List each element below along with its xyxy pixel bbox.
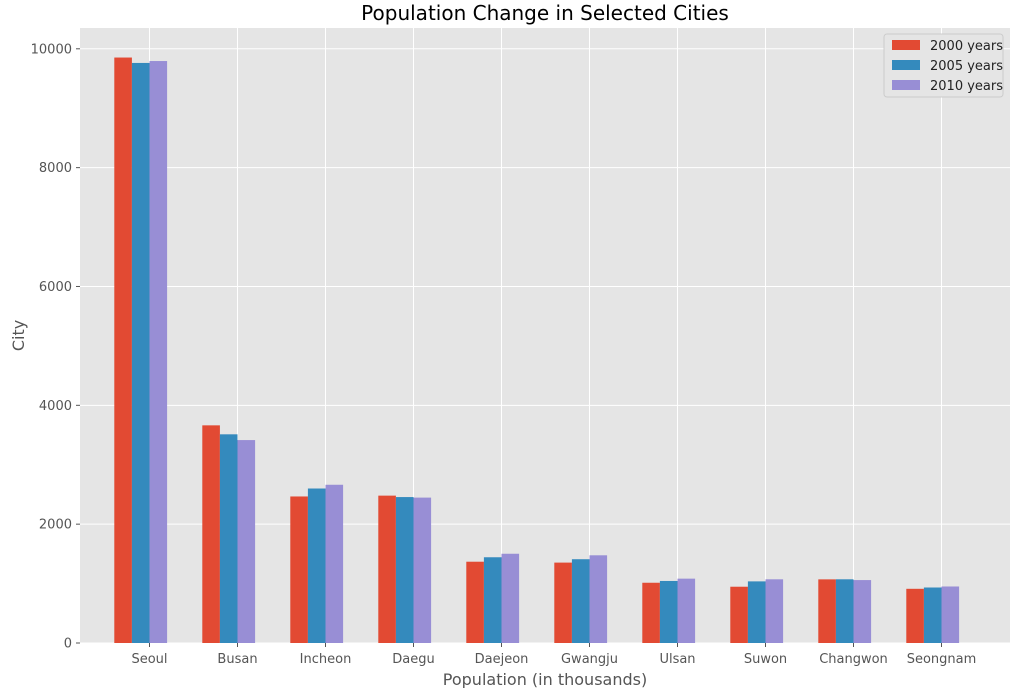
x-tick-label-daegu: Daegu [392,652,434,667]
x-tick-label-busan: Busan [217,652,257,667]
x-tick-label-gwangju: Gwangju [561,652,618,667]
legend-swatch-2010 [892,80,920,90]
y-tick-label: 10000 [31,42,72,57]
bar-changwon-2000 [818,579,836,643]
bars [114,57,960,644]
x-tick-label-incheon: Incheon [300,652,352,667]
bar-seongnam-2010 [941,586,960,643]
y-tick-label: 4000 [39,399,72,414]
bar-daegu-2000 [378,495,396,643]
x-tick-label-daejeon: Daejeon [475,652,529,667]
y-tick-label: 6000 [39,280,72,295]
y-tick-labels: 0 2000 4000 6000 8000 10000 [31,42,80,652]
legend-label-2000: 2000 years [930,39,1003,54]
y-tick-label: 2000 [39,518,72,533]
x-tick-label-suwon: Suwon [744,652,787,667]
bar-incheon-2005 [307,488,326,643]
bar-gwangju-2005 [571,559,590,643]
x-tick-label-changwon: Changwon [819,652,888,667]
legend-label-2010: 2010 years [930,79,1003,94]
bar-seoul-2010 [149,61,168,644]
bar-busan-2005 [219,434,238,643]
bar-gwangju-2010 [589,555,608,643]
x-tick-labels: Seoul Busan Incheon Daegu Daejeon Gwangju Ulsa… [131,643,976,667]
bar-suwon-2010 [765,579,784,643]
bar-ulsan-2000 [642,582,660,643]
bar-changwon-2005 [835,579,854,643]
bar-daejeon-2000 [466,561,484,643]
bar-suwon-2000 [730,586,748,643]
bar-daegu-2005 [395,497,414,643]
bar-suwon-2005 [747,581,766,643]
legend: 2000 years 2005 years 2010 years [883,33,1004,98]
bar-ulsan-2005 [659,580,678,643]
bar-ulsan-2010 [677,578,696,643]
bar-changwon-2010 [853,580,872,643]
x-tick-label-seoul: Seoul [131,652,167,667]
legend-label-2005: 2005 years [930,59,1003,74]
bar-daejeon-2010 [501,553,520,643]
y-tick-label: 8000 [39,161,72,176]
chart-title: Population Change in Selected Cities [361,1,729,25]
y-tick-label: 0 [64,637,72,652]
y-axis-label: City [9,320,28,351]
bar-gwangju-2000 [554,562,572,643]
x-tick-label-ulsan: Ulsan [659,652,695,667]
bar-busan-2000 [202,425,220,643]
x-axis-label: Population (in thousands) [443,670,647,688]
bar-daegu-2010 [413,497,432,643]
legend-swatch-2000 [892,40,920,50]
bar-seongnam-2005 [923,587,942,643]
bar-daejeon-2005 [483,557,502,643]
bar-busan-2010 [237,440,256,643]
bar-seoul-2000 [114,57,132,644]
bar-seoul-2005 [131,62,150,643]
x-tick-label-seongnam: Seongnam [907,652,977,667]
bar-incheon-2000 [290,496,308,643]
bar-incheon-2010 [325,484,344,643]
legend-swatch-2005 [892,60,920,70]
bar-seongnam-2000 [906,588,924,643]
grid-lines [80,28,1010,644]
